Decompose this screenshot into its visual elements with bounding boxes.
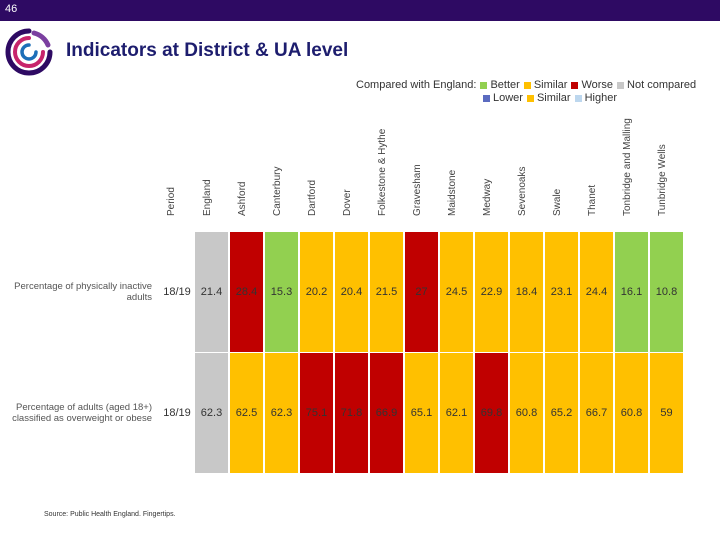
table-cell: 23.1 [545, 232, 578, 352]
table-cell: 62.1 [440, 353, 473, 473]
table-cell: 20.4 [335, 232, 368, 352]
column-header-label: Thanet [586, 184, 598, 216]
page-title: Indicators at District & UA level [66, 40, 349, 61]
legend-item: Higher [571, 92, 617, 105]
legend-row-1: Compared with England: Better Similar Wo… [356, 79, 696, 92]
column-header-area: Swale [545, 118, 580, 216]
legend-swatch [617, 82, 625, 89]
table-cell: 28.4 [230, 232, 263, 352]
column-header-area: Dartford [300, 118, 335, 216]
table-cell: 24.5 [440, 232, 473, 352]
column-header-area: Maidstone [440, 118, 475, 216]
table-cell: 60.8 [615, 353, 648, 473]
table-cell: 62.5 [230, 353, 263, 473]
row-label: Percentage of adults (aged 18+) classifi… [12, 402, 152, 424]
column-header-label: Tunbridge Wells [656, 144, 668, 216]
column-header-area: Canterbury [265, 118, 300, 216]
column-header-label: Folkestone & Hythe [376, 128, 388, 216]
row-period: 18/19 [163, 407, 191, 419]
legend-swatch [480, 82, 488, 89]
column-header-label: Period [166, 187, 177, 216]
table-cell: 18.4 [510, 232, 543, 352]
table-cell: 69.8 [475, 353, 508, 473]
legend-item: Not compared [613, 79, 696, 92]
column-header-period: Period [160, 118, 194, 216]
legend-item: Lower [479, 92, 523, 105]
table-cell: 71.8 [335, 353, 368, 473]
table-cell: 75.1 [300, 353, 333, 473]
table-cell: 62.3 [195, 353, 228, 473]
table-cell: 21.4 [195, 232, 228, 352]
table-cell: 20.2 [300, 232, 333, 352]
column-header-label: Dover [341, 189, 353, 216]
legend-swatch [483, 95, 490, 102]
column-header-area: Thanet [580, 118, 615, 216]
legend-prefix: Compared with England: [356, 79, 477, 91]
table-cell: 62.3 [265, 353, 298, 473]
column-header-area: Tunbridge Wells [650, 118, 685, 216]
column-header-label: Gravesham [411, 164, 423, 216]
column-header-label: Dartford [306, 179, 318, 216]
legend-swatch [526, 95, 534, 102]
column-header-label: England [201, 179, 213, 216]
column-header-label: Canterbury [271, 166, 283, 216]
table-cell: 15.3 [265, 232, 298, 352]
table-cell: 21.5 [370, 232, 403, 352]
slide-number: 46 [5, 3, 18, 15]
legend: Compared with England: Better Similar Wo… [356, 79, 696, 105]
table-cell: 66.7 [580, 353, 613, 473]
table-cell: 27 [405, 232, 438, 352]
legend-item: Similar [520, 79, 567, 92]
table-cell: 22.9 [475, 232, 508, 352]
column-header-area: Dover [335, 118, 370, 216]
logo-icon [5, 28, 53, 76]
column-header-label: Tonbridge and Malling [621, 118, 633, 216]
table-cell: 66.9 [370, 353, 403, 473]
legend-swatch [523, 82, 531, 89]
column-header-area: Gravesham [405, 118, 440, 216]
column-header-label: Swale [551, 188, 563, 216]
column-header-area: Ashford [230, 118, 265, 216]
row-label: Percentage of physically inactive adults [14, 281, 152, 303]
column-header-area: Sevenoaks [510, 118, 545, 216]
column-header-label: Ashford [236, 181, 248, 216]
column-header-area: England [195, 118, 230, 216]
table-cell: 16.1 [615, 232, 648, 352]
table-cell: 60.8 [510, 353, 543, 473]
row-period: 18/19 [163, 286, 191, 298]
column-header-area: Medway [475, 118, 510, 216]
top-bar: 46 [0, 0, 720, 21]
legend-item: Worse [567, 79, 613, 92]
legend-swatch [574, 95, 582, 102]
table-cell: 65.2 [545, 353, 578, 473]
legend-row-2: Lower Similar Higher [479, 92, 696, 105]
table-cell: 65.1 [405, 353, 438, 473]
source-note: Source: Public Health England. Fingertip… [44, 511, 176, 518]
legend-item: Better [476, 79, 520, 92]
table-cell: 10.8 [650, 232, 683, 352]
legend-swatch [571, 82, 579, 89]
column-header-label: Sevenoaks [516, 166, 528, 216]
table-cell: 59 [650, 353, 683, 473]
column-header-label: Maidstone [446, 169, 458, 216]
column-header-area: Tonbridge and Malling [615, 118, 650, 216]
legend-item: Similar [523, 92, 571, 105]
column-header-label: Medway [481, 178, 493, 216]
table-cell: 24.4 [580, 232, 613, 352]
column-header-area: Folkestone & Hythe [370, 118, 405, 216]
